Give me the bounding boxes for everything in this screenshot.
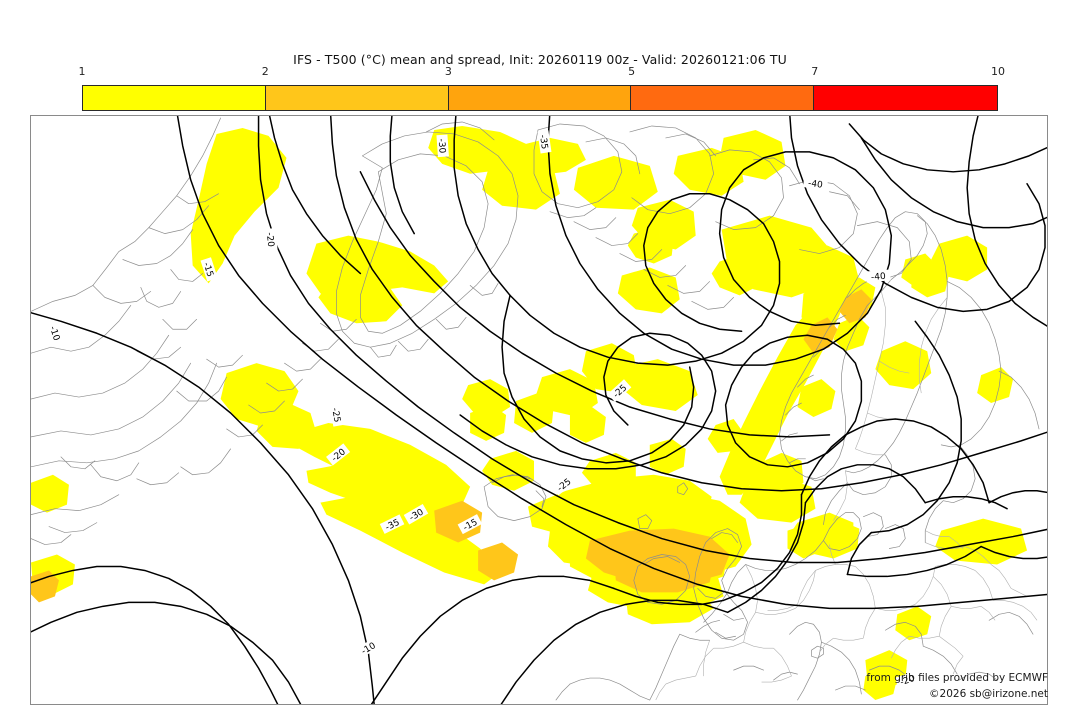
colorbar: 1 2 3 5 7 10 (79, 65, 1005, 111)
colorbar-tick-10: 10 (991, 65, 1005, 78)
isotherm-layer (31, 116, 1047, 704)
isotherm-label-layer: -10 -10 -15 -15 (46, 130, 920, 689)
colorbar-segment-7-10 (814, 86, 997, 110)
colorbar-tick-labels: 1 2 3 5 7 10 (78, 65, 1006, 83)
colorbar-segment-3-5 (448, 86, 632, 110)
isotherm-label-m40-b: -40 (807, 179, 823, 191)
data-source-credit: from grib files provided by ECMWF (866, 672, 1048, 684)
colorbar-tick-7: 7 (811, 65, 819, 78)
colorbar-tick-2: 2 (261, 65, 269, 78)
map-layers: -10 -10 -15 -15 (31, 116, 1047, 704)
colorbar-segment-5-7 (631, 86, 815, 110)
isotherm-label-m15: -15 (201, 261, 215, 278)
map-canvas: .spread1{fill:#FFFF00;} .spread2{fill:#F… (30, 115, 1048, 705)
map-svg: .spread1{fill:#FFFF00;} .spread2{fill:#F… (31, 116, 1047, 704)
isotherm-label-m25: -25 (329, 407, 341, 423)
copyright-credit: ©2026 sb@irizone.net (929, 688, 1048, 700)
isotherm-label-m10: -10 (47, 325, 61, 342)
isotherm-label-m30: -30 (436, 138, 447, 154)
page-title: IFS - T500 (°C) mean and spread, Init: 2… (293, 52, 787, 67)
colorbar-tick-1: 1 (78, 65, 86, 78)
country-border-layer (655, 291, 1038, 701)
colorbar-gradient (82, 85, 998, 111)
colorbar-tick-5: 5 (628, 65, 636, 78)
colorbar-tick-3: 3 (444, 65, 452, 78)
isotherm-label-m40: -40 (871, 272, 887, 283)
coastline-layer (31, 117, 1040, 701)
isotherm-label-m35: -35 (537, 134, 549, 150)
colorbar-segment-2-3 (265, 86, 449, 110)
isotherm-label-m20-c: -20 (899, 674, 916, 688)
colorbar-segment-1-2 (83, 86, 266, 110)
isotherm-label-m20: -20 (264, 232, 276, 248)
